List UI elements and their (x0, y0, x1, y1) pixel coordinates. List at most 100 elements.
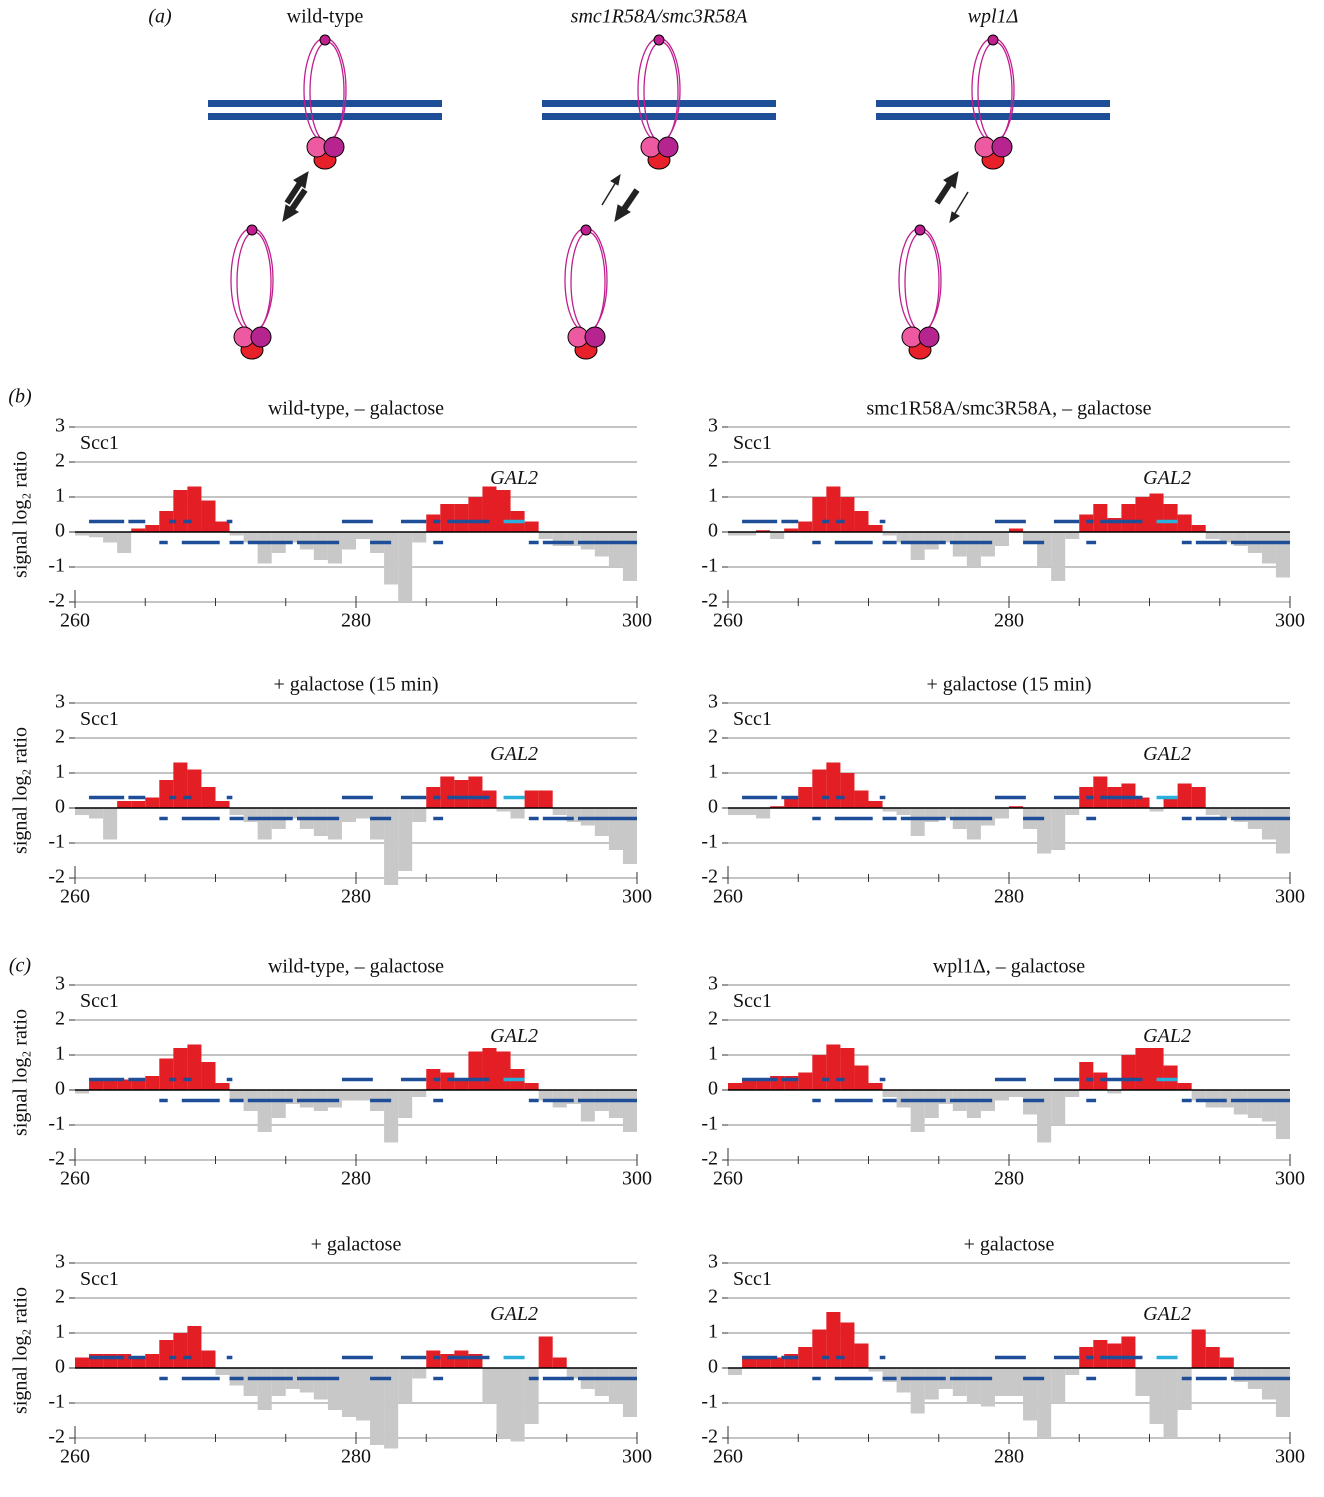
bar (1178, 515, 1192, 533)
bar (201, 1062, 215, 1090)
bar (201, 787, 215, 808)
bar (595, 1368, 609, 1396)
y-tick-label: 1 (708, 1043, 718, 1065)
y-tick-label: -1 (701, 1391, 718, 1413)
y-tick-label: 3 (55, 415, 65, 437)
bar (1150, 1048, 1164, 1090)
series-label: Scc1 (733, 990, 772, 1012)
bar (770, 532, 784, 539)
bar (854, 1066, 868, 1091)
bar (328, 532, 342, 564)
bar (1051, 808, 1065, 850)
bar (1065, 532, 1079, 539)
bar (609, 1090, 623, 1118)
bar (798, 1073, 812, 1091)
bar (1009, 1368, 1023, 1396)
bar (925, 1090, 939, 1118)
bar (216, 801, 230, 808)
panel-label: (b) (8, 386, 32, 408)
bar (440, 504, 454, 532)
bar (995, 808, 1009, 819)
series-label: Scc1 (733, 1268, 772, 1290)
gene-label: GAL2 (490, 743, 538, 765)
bar (1192, 1330, 1206, 1369)
y-tick-label: 2 (708, 726, 718, 748)
diagram-label: wpl1Δ (968, 6, 1019, 28)
panel-label: (c) (9, 955, 32, 977)
gene-label: GAL2 (490, 1025, 538, 1047)
bar (1262, 1368, 1276, 1400)
y-tick-label: 0 (708, 1356, 718, 1378)
gene-label: GAL2 (490, 467, 538, 489)
y-tick-label: 1 (55, 485, 65, 507)
figure: (a) wild-type smc1R58A/smc3R58A wpl1Δ (b… (0, 0, 1324, 1497)
y-axis-label: signal log₂ ratio (10, 727, 32, 854)
bar (1262, 1090, 1276, 1122)
bar (1135, 1048, 1149, 1090)
diagram-label: smc1R58A/smc3R58A (571, 6, 748, 28)
bar (482, 1368, 496, 1403)
bar (356, 1368, 370, 1421)
y-tick-label: 2 (708, 450, 718, 472)
bar (1037, 1090, 1051, 1143)
chart-title: wpl1Δ, – galactose (933, 956, 1085, 978)
chart-title: wild-type, – galactose (268, 398, 444, 420)
bar (1164, 504, 1178, 532)
bar (812, 1330, 826, 1369)
bar (398, 808, 412, 871)
bar (314, 1368, 328, 1400)
bar (595, 808, 609, 836)
bar (826, 1312, 840, 1368)
bar (173, 490, 187, 532)
bar (812, 497, 826, 532)
x-tick-label: 280 (341, 1168, 371, 1190)
chart-title: + galactose (311, 1234, 402, 1256)
y-tick-label: 2 (708, 1286, 718, 1308)
bar (756, 808, 770, 819)
bar (173, 1333, 187, 1368)
bar (1079, 1062, 1093, 1090)
bar (553, 808, 567, 815)
chart-title: + galactose (964, 1234, 1055, 1256)
bar (342, 1368, 356, 1417)
x-tick-label: 300 (622, 1168, 652, 1190)
y-tick-label: 1 (55, 1043, 65, 1065)
bar (1220, 1358, 1234, 1369)
bar (840, 1323, 854, 1369)
bar (1065, 808, 1079, 815)
x-tick-label: 260 (713, 1168, 743, 1190)
diagram-label: wild-type (287, 6, 364, 28)
bar (89, 532, 103, 537)
bar (1121, 504, 1135, 532)
bar (967, 808, 981, 840)
bar (468, 777, 482, 809)
bar (103, 532, 117, 543)
y-axis-label: signal log₂ ratio (10, 1287, 32, 1414)
bar (1037, 532, 1051, 567)
bar (1093, 504, 1107, 532)
y-tick-label: 0 (55, 1078, 65, 1100)
y-tick-label: 0 (708, 520, 718, 542)
bar (482, 487, 496, 533)
bar (328, 808, 342, 840)
y-tick-label: 2 (708, 1008, 718, 1030)
y-tick-label: -2 (48, 866, 65, 888)
bar (742, 808, 756, 815)
bar (1023, 1368, 1037, 1421)
bar (1206, 808, 1220, 815)
bar (1121, 1055, 1135, 1090)
y-tick-label: -2 (48, 1148, 65, 1170)
y-tick-label: 3 (708, 691, 718, 713)
bar (201, 1351, 215, 1369)
bar (216, 1368, 230, 1375)
x-tick-label: 280 (341, 1446, 371, 1468)
y-tick-label: 0 (708, 1078, 718, 1100)
bar (728, 808, 742, 815)
bar (840, 1048, 854, 1090)
bar (1276, 808, 1290, 854)
x-tick-label: 280 (994, 1168, 1024, 1190)
bar (145, 1354, 159, 1368)
bar (539, 532, 553, 539)
x-tick-label: 260 (60, 1168, 90, 1190)
y-axis-label: signal log₂ ratio (10, 1009, 32, 1136)
